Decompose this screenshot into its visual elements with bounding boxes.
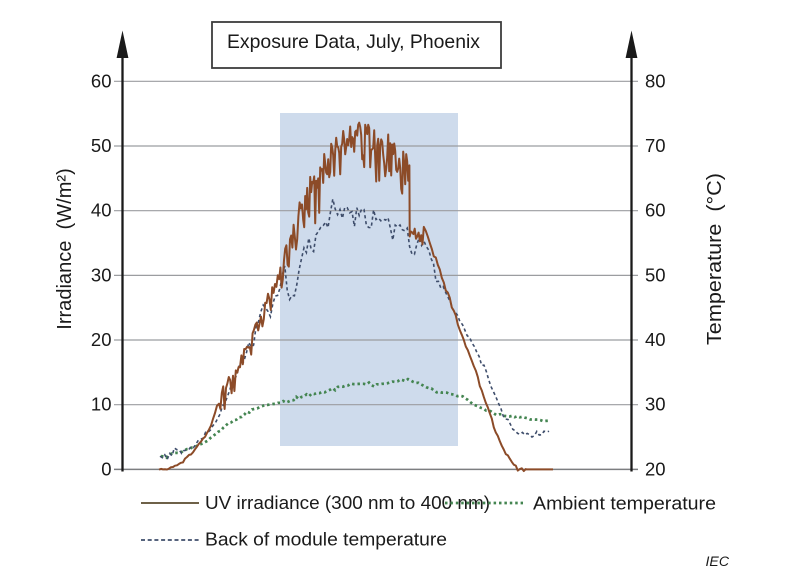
svg-text:50: 50	[91, 135, 112, 156]
svg-text:40: 40	[645, 329, 666, 350]
svg-text:20: 20	[645, 458, 666, 479]
svg-text:30: 30	[645, 394, 666, 415]
svg-text:60: 60	[645, 200, 666, 221]
svg-text:80: 80	[645, 70, 666, 91]
svg-text:Ambient temperature: Ambient temperature	[533, 492, 716, 513]
svg-text:50: 50	[645, 264, 666, 285]
svg-text:60: 60	[91, 70, 112, 91]
svg-text:UV irradiance (300 nm to 400 n: UV irradiance (300 nm to 400 nm)	[205, 492, 490, 513]
svg-text:70: 70	[645, 135, 666, 156]
svg-text:0: 0	[101, 458, 111, 479]
svg-text:Temperature (°C): Temperature (°C)	[704, 173, 726, 345]
svg-text:30: 30	[91, 264, 112, 285]
svg-text:Back of module temperature: Back of module temperature	[205, 529, 447, 550]
svg-text:IEC: IEC	[706, 554, 730, 569]
svg-text:10: 10	[91, 394, 112, 415]
svg-text:20: 20	[91, 329, 112, 350]
svg-text:Irradiance (W/m²): Irradiance (W/m²)	[54, 168, 76, 330]
svg-text:Exposure Data, July, Phoenix: Exposure Data, July, Phoenix	[227, 31, 480, 53]
svg-text:40: 40	[91, 200, 112, 221]
